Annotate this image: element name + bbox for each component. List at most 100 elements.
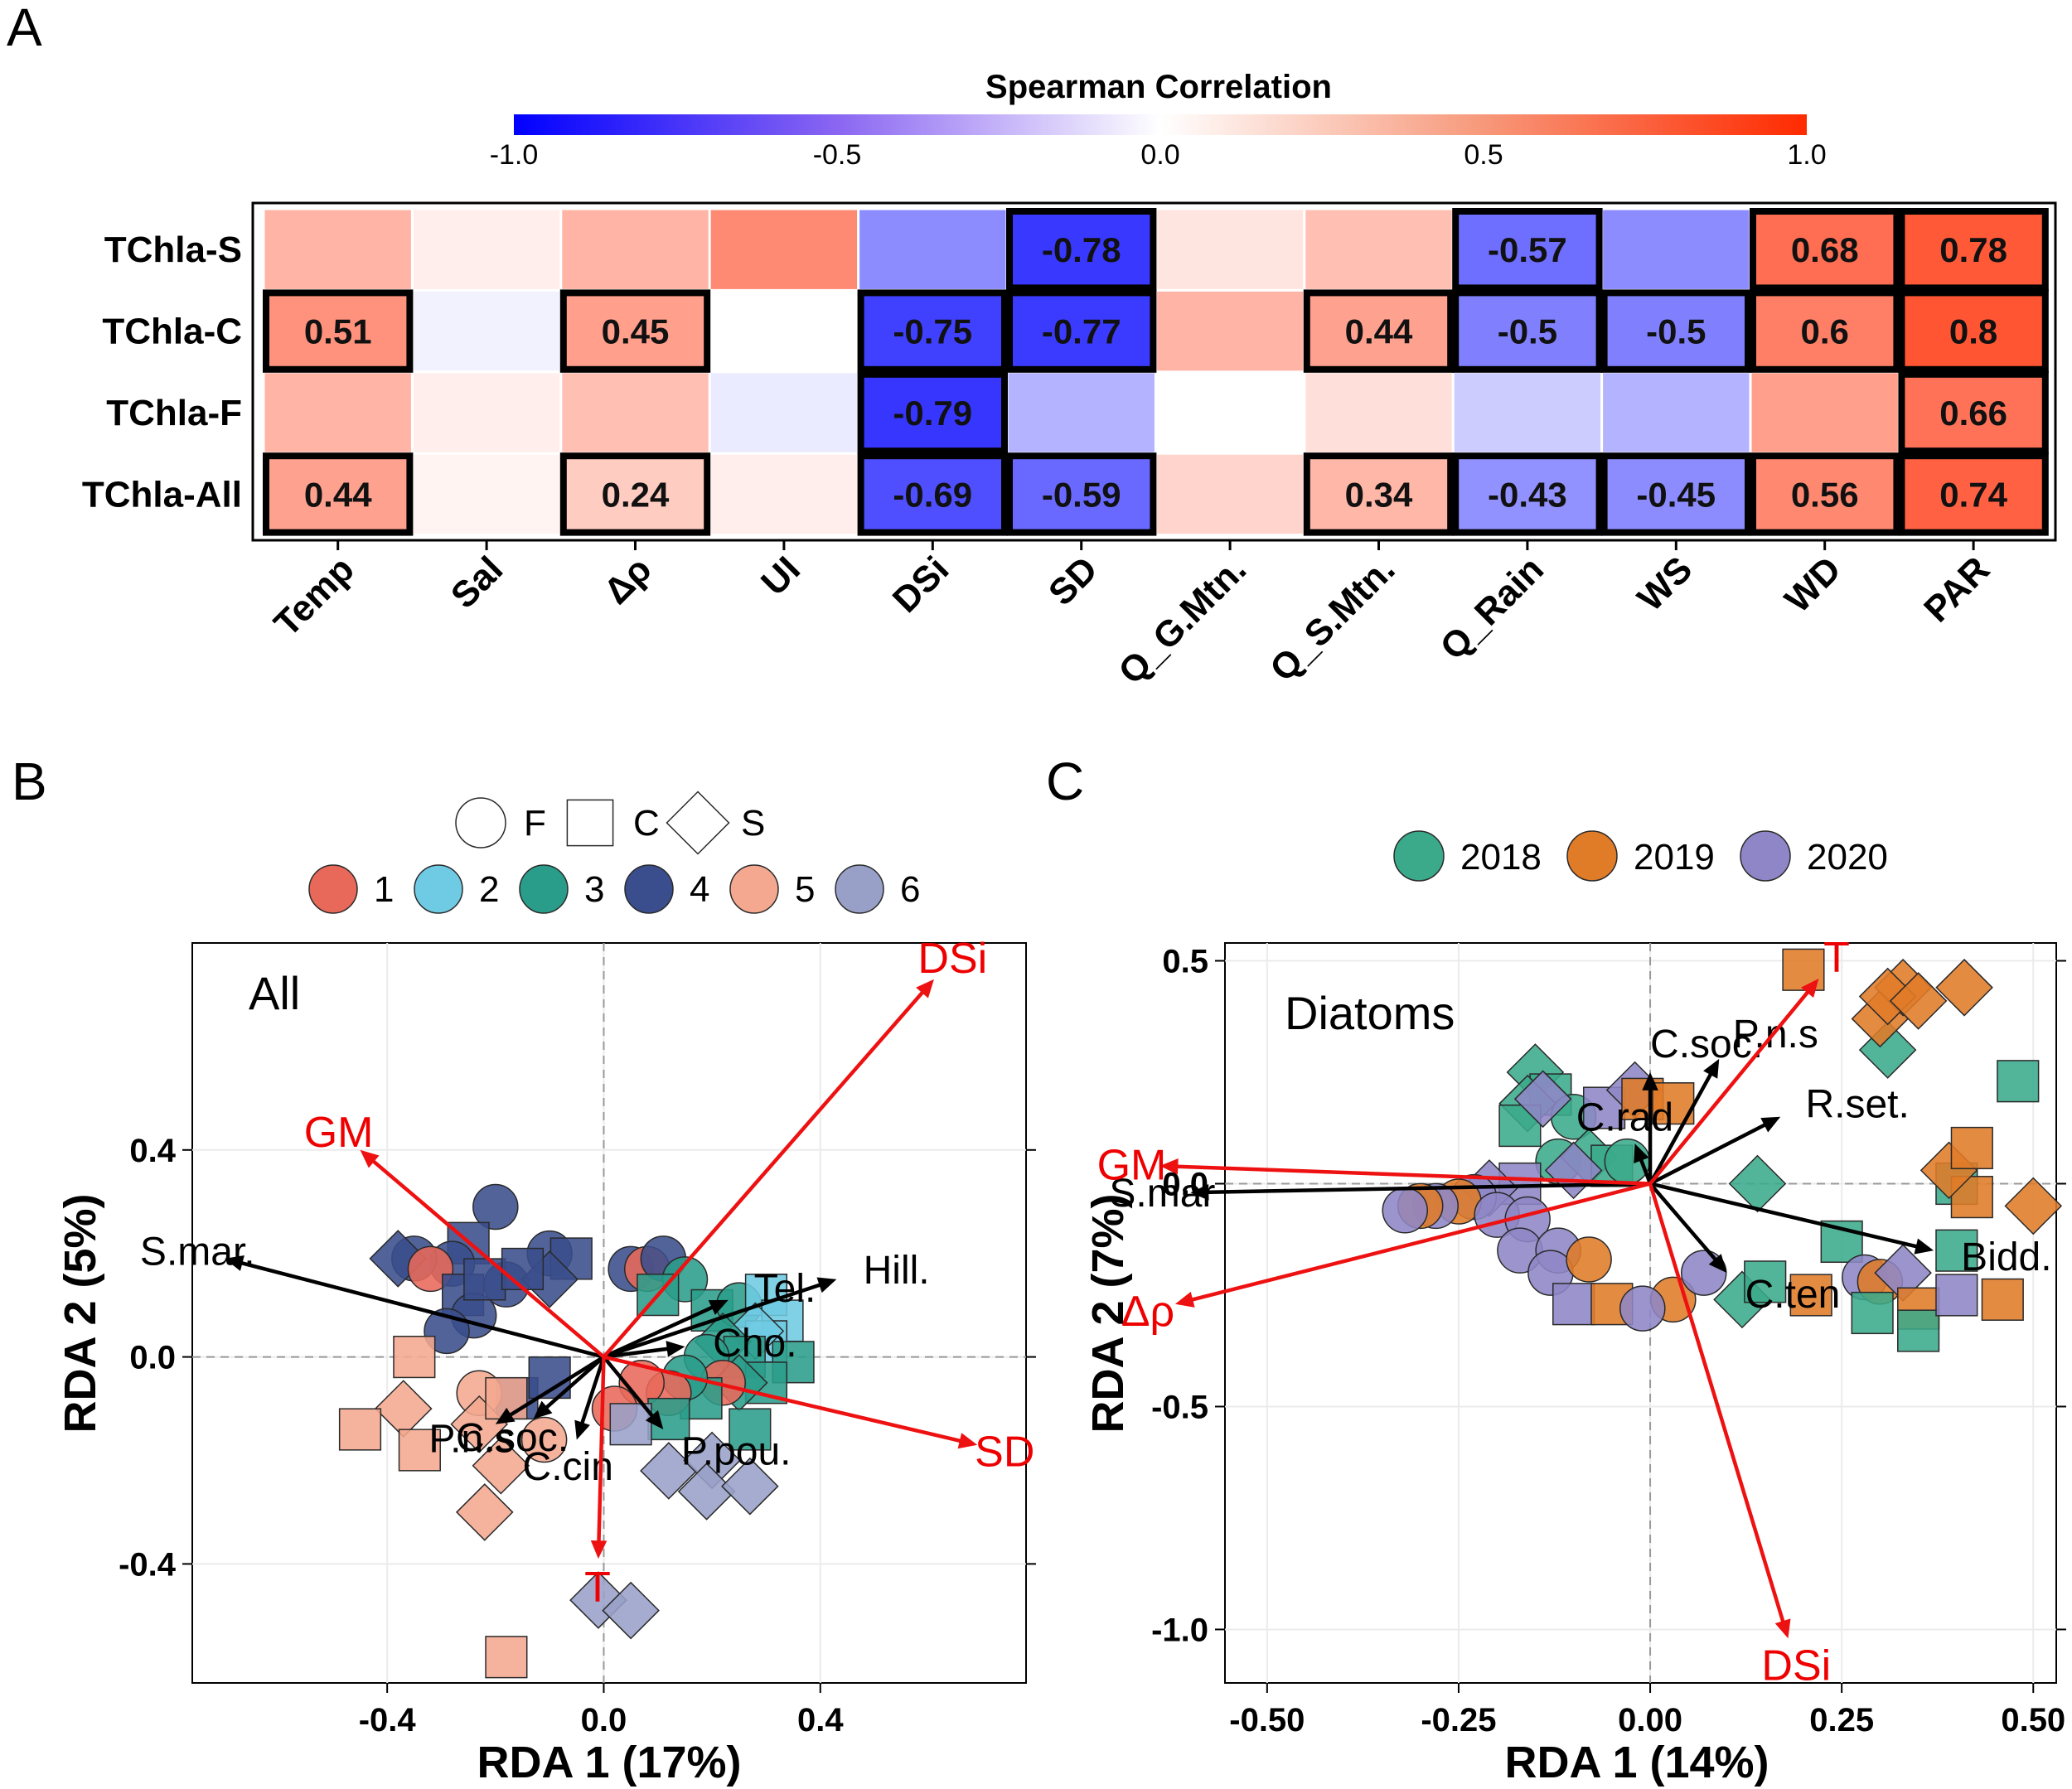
species-arrow bbox=[1648, 1182, 1720, 1264]
heatmap-cell bbox=[264, 291, 411, 371]
heatmap-cell bbox=[264, 454, 411, 534]
env-arrow bbox=[597, 1356, 606, 1545]
heatmap-cell bbox=[1751, 210, 1898, 289]
data-point bbox=[463, 1258, 506, 1301]
species-arrow bbox=[1649, 1182, 1921, 1250]
env-arrow-head bbox=[1174, 1291, 1195, 1308]
colorbar-title: Spearman Correlation bbox=[985, 69, 1332, 105]
heatmap-panel: Spearman Correlation -1.0 -0.5 0.0 0.5 1.0 -… bbox=[82, 69, 2057, 692]
heatmap-significance-border bbox=[1750, 452, 1900, 536]
points bbox=[1382, 948, 2063, 1352]
heatmap-significance-border bbox=[1452, 289, 1603, 373]
species-arrow bbox=[603, 1282, 825, 1359]
colorbar-tick-label: 1.0 bbox=[1787, 139, 1826, 171]
heatmap-cell bbox=[1900, 291, 2047, 371]
data-point bbox=[501, 1247, 545, 1291]
legend-shape-c bbox=[566, 799, 614, 847]
heatmap-cell bbox=[1900, 454, 2047, 534]
heatmap-significance-border bbox=[857, 289, 1008, 373]
legend-site-swatch bbox=[624, 864, 674, 914]
heatmap-row-label: TChla-All bbox=[82, 474, 242, 515]
legend-site-label: 5 bbox=[795, 869, 815, 910]
species-arrow-head bbox=[225, 1255, 244, 1271]
species-arrow-head bbox=[1760, 1116, 1781, 1133]
heatmap-cell bbox=[1008, 373, 1155, 452]
heatmap-cell-label: -0.75 bbox=[893, 312, 972, 351]
env-arrow bbox=[1648, 1182, 1786, 1626]
heatmap-cell bbox=[1156, 210, 1304, 289]
species-arrow bbox=[579, 1356, 606, 1428]
heatmap-cell bbox=[413, 454, 560, 534]
legend-shape-label: S bbox=[741, 803, 765, 844]
heatmap-significance-border bbox=[1006, 452, 1157, 536]
species-arrow-head bbox=[645, 1409, 664, 1430]
env-arrow-head bbox=[957, 1433, 978, 1449]
species-arrow-head bbox=[1914, 1238, 1934, 1255]
legend-shape-f bbox=[455, 797, 506, 849]
heatmap-cell bbox=[264, 373, 411, 452]
y-tick-label: 0.4 bbox=[129, 1133, 176, 1169]
heatmap-significance-border bbox=[1452, 452, 1603, 536]
env-arrow bbox=[369, 1157, 605, 1359]
species-arrow bbox=[1648, 1070, 1715, 1185]
species-label: Hill. bbox=[864, 1249, 930, 1293]
legend-site-swatch bbox=[519, 864, 569, 914]
heatmap-cell bbox=[1751, 291, 1898, 371]
env-arrow-head bbox=[590, 1540, 608, 1559]
species-arrow bbox=[603, 1346, 672, 1359]
heatmap-cell bbox=[1156, 291, 1304, 371]
heatmap-cell bbox=[1305, 454, 1452, 534]
y-tick-label: 0.0 bbox=[129, 1340, 176, 1376]
panel-label-c: C bbox=[1046, 752, 1084, 811]
heatmap-cell bbox=[1305, 291, 1452, 371]
heatmap-cell bbox=[710, 210, 858, 289]
legend-shape-label: C bbox=[633, 803, 660, 844]
species-label: S.mar. bbox=[140, 1230, 255, 1274]
data-point bbox=[1744, 1260, 1787, 1303]
heatmap-cell-label: -0.43 bbox=[1488, 475, 1567, 514]
heatmap-col-label: Δρ bbox=[596, 549, 659, 612]
data-point bbox=[2004, 1177, 2063, 1235]
species-arrow-head bbox=[1634, 1144, 1649, 1164]
species-arrow-head bbox=[1708, 1254, 1727, 1274]
env-arrow-head bbox=[360, 1149, 380, 1168]
y-tick-label: 0.5 bbox=[1162, 944, 1208, 980]
data-point bbox=[1997, 1060, 2040, 1103]
data-point bbox=[398, 1429, 441, 1472]
heatmap-cell-label: 0.74 bbox=[1939, 475, 2007, 514]
data-point bbox=[721, 1457, 779, 1516]
heatmap-cell bbox=[1603, 373, 1750, 452]
legend-shape-label: F bbox=[524, 803, 546, 844]
heatmap-cell bbox=[413, 373, 560, 452]
species-arrow-head bbox=[495, 1407, 516, 1424]
species-arrow-head bbox=[1703, 1058, 1720, 1079]
heatmap-significance-border bbox=[1898, 452, 2049, 536]
heatmap-cell bbox=[859, 210, 1006, 289]
species-arrow bbox=[603, 1303, 717, 1359]
heatmap-cell bbox=[1751, 373, 1898, 452]
heatmap-significance-border bbox=[559, 289, 711, 373]
legend-year-label: 2020 bbox=[1807, 837, 1888, 878]
env-arrow-head bbox=[916, 979, 934, 998]
env-arrow bbox=[1174, 1164, 1651, 1186]
data-point bbox=[1566, 1236, 1612, 1283]
species-label: C.soc. bbox=[456, 1416, 569, 1460]
env-arrow bbox=[1188, 1182, 1651, 1303]
heatmap-cell-label: 0.8 bbox=[1949, 312, 1997, 351]
legend-shape-s bbox=[666, 791, 730, 855]
colorbar-tick-label: 0.5 bbox=[1464, 139, 1503, 171]
data-point bbox=[1782, 948, 1825, 991]
data-point bbox=[1889, 972, 1948, 1030]
heatmap-significance-border bbox=[1303, 289, 1455, 373]
species-arrow bbox=[602, 1356, 656, 1420]
species-label: C.soc. bbox=[1650, 1023, 1763, 1066]
axes: -0.4 0.0 0.4 0.4 0.0 -0.4 bbox=[119, 1133, 1036, 1738]
species-label: C.rad bbox=[1576, 1095, 1673, 1139]
species-label: C.cin bbox=[523, 1445, 613, 1489]
heatmap-cell-label: 0.66 bbox=[1939, 394, 2007, 433]
heatmap-cell bbox=[1156, 373, 1304, 452]
data-point bbox=[1935, 1274, 1978, 1317]
heatmap-cell bbox=[1603, 291, 1750, 371]
heatmap-cell-label: -0.5 bbox=[1498, 312, 1557, 351]
heatmap-col-label: DSi bbox=[885, 549, 957, 621]
